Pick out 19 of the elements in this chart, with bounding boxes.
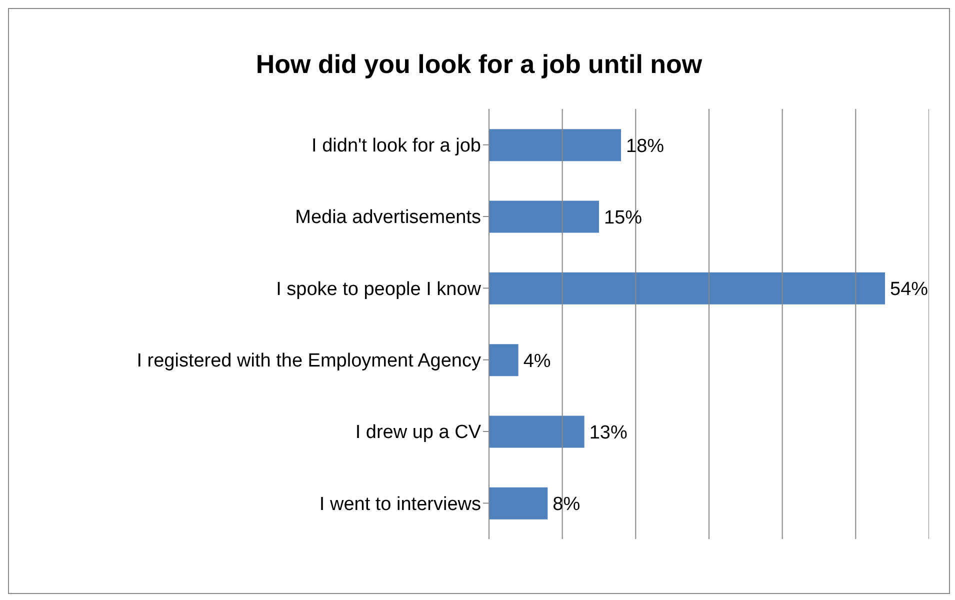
y-tick-label: I spoke to people I know [276, 278, 482, 300]
data-label: 8% [552, 494, 580, 516]
y-tick-label: I didn't look for a job [312, 136, 481, 157]
y-tick-label: I registered with the Employment Agency [136, 350, 482, 372]
data-label: 18% [626, 136, 664, 157]
y-tick-label: I went to interviews [319, 494, 481, 515]
data-label: 54% [890, 279, 928, 300]
bar [489, 272, 885, 304]
y-tick-label: I drew up a CV [355, 422, 482, 444]
data-label: 4% [523, 350, 551, 372]
bar [489, 416, 584, 448]
chart-title: How did you look for a job until now [254, 49, 704, 81]
bar [489, 129, 621, 162]
bar [489, 200, 599, 233]
data-label: 13% [589, 422, 628, 444]
data-label: 15% [604, 207, 642, 228]
bar [489, 344, 518, 376]
y-tick-label: Media advertisements [295, 207, 481, 228]
bar [489, 487, 548, 520]
